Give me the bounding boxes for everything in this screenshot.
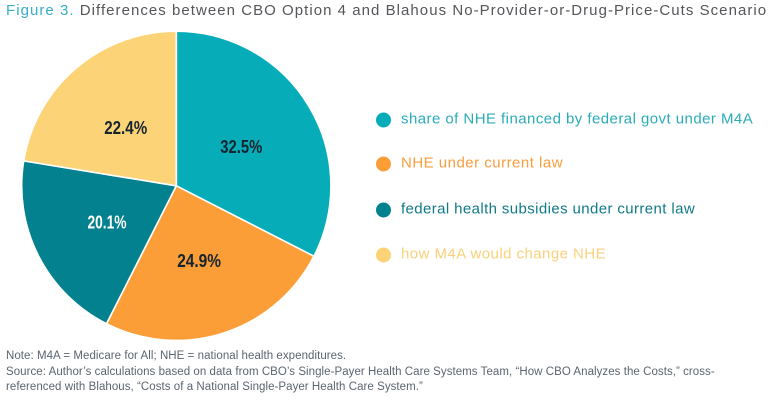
svg-text:20.1%: 20.1% (87, 212, 126, 232)
svg-text:32.5%: 32.5% (220, 137, 262, 157)
svg-text:24.9%: 24.9% (177, 251, 221, 271)
svg-text:22.4%: 22.4% (104, 118, 147, 138)
